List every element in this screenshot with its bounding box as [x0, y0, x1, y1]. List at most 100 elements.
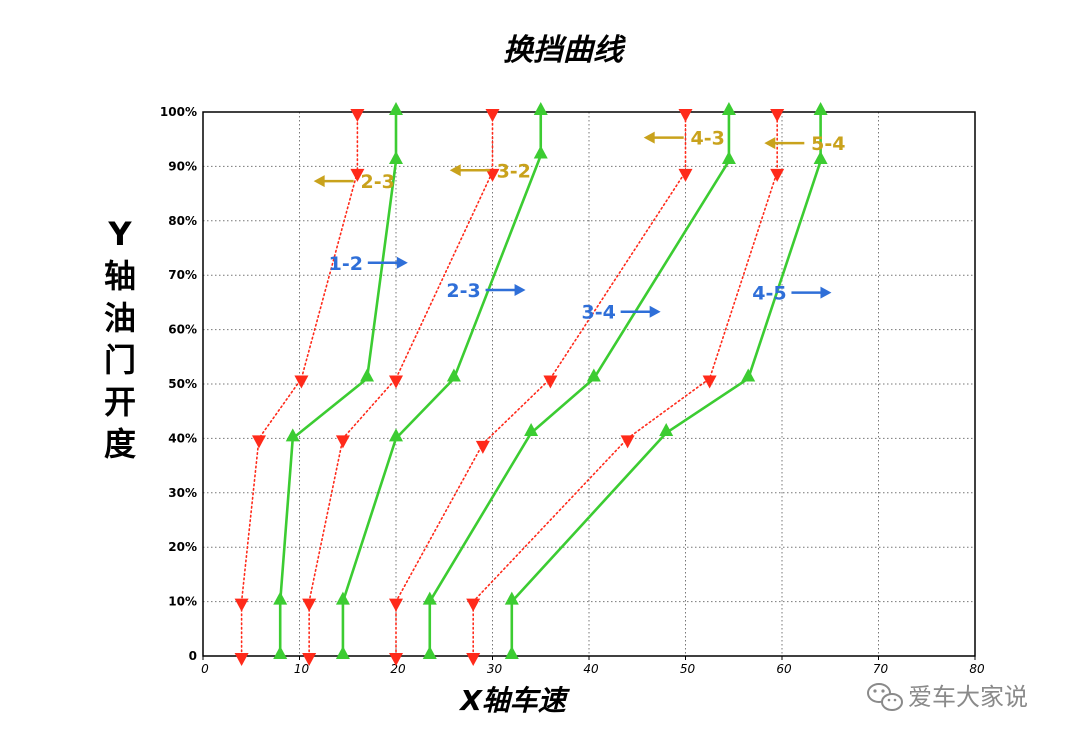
downshift-point-marker — [389, 598, 403, 612]
upshift-point-marker — [721, 150, 736, 164]
series-downshift-2-1 — [234, 109, 365, 666]
y-tick-label: 0 — [189, 649, 197, 663]
upshift-point-marker — [422, 646, 437, 659]
x-tick-label: 70 — [873, 662, 889, 676]
annotation-label: 3-2 — [497, 160, 531, 182]
x-axis-label: X轴车速 — [458, 684, 571, 717]
series-upshift-1-2 — [273, 102, 403, 659]
upshift-point-marker — [335, 591, 350, 605]
series-upshift-3-4 — [422, 102, 736, 659]
downshift-point-marker — [620, 435, 635, 449]
downshift-point-marker — [543, 375, 558, 389]
upshift-point-marker — [533, 102, 548, 115]
upshift-point-marker — [813, 102, 828, 115]
annotation-3-4-right: 3-4 — [581, 302, 661, 324]
series-line — [308, 111, 494, 657]
annotation-3-2-left: 3-2 — [449, 160, 531, 182]
watermark: 爱车大家说 — [867, 683, 1028, 711]
x-tick-label: 60 — [776, 662, 792, 676]
upshift-point-marker — [586, 368, 601, 382]
x-tick-label: 10 — [294, 662, 310, 676]
annotation-2-3-right: 2-3 — [446, 280, 526, 302]
x-tick-label: 0 — [201, 662, 209, 676]
annotations-group: 1-2 2-3 3-4 4-5 2-3 3-2 4-3 5-4 — [313, 128, 845, 324]
upshift-point-marker — [273, 591, 288, 605]
upshift-point-marker — [360, 368, 375, 382]
arrow-left-icon — [449, 164, 461, 177]
wechat-icon — [867, 683, 903, 711]
upshift-point-marker — [533, 145, 548, 159]
y-axis-label-char: 开 — [104, 383, 136, 421]
axis-ticks: 0 10 20 30 40 50 60 70 80 0 10% 20% 30% 40% 50% 60% 70% 8… — [160, 105, 985, 676]
series-downshift-5-4 — [466, 109, 785, 666]
upshift-point-marker — [389, 150, 403, 164]
downshift-point-marker — [389, 375, 403, 389]
annotation-label: 5-4 — [811, 133, 845, 155]
upshift-point-marker — [446, 368, 461, 382]
annotation-5-4-left: 5-4 — [764, 133, 845, 155]
upshift-point-marker — [504, 591, 519, 605]
upshift-point-marker — [389, 102, 403, 115]
downshift-point-marker — [678, 109, 693, 122]
arrow-right-icon — [820, 286, 832, 299]
downshift-point-marker — [294, 375, 309, 389]
series-group — [234, 102, 828, 666]
series-upshift-4-5 — [504, 102, 828, 659]
arrow-right-icon — [649, 305, 661, 318]
downshift-point-marker — [234, 598, 249, 612]
x-tick-label: 20 — [390, 662, 406, 676]
annotation-2-3-left: 2-3 — [313, 171, 395, 193]
y-tick-label: 80% — [168, 214, 197, 228]
downshift-point-marker — [350, 109, 365, 122]
downshift-point-marker — [466, 598, 481, 612]
arrow-left-icon — [643, 131, 655, 144]
y-axis-label-char: Y — [107, 215, 132, 253]
y-tick-label: 70% — [168, 268, 197, 282]
x-tick-label: 50 — [680, 662, 696, 676]
downshift-point-marker — [466, 653, 481, 666]
upshift-point-marker — [285, 428, 300, 442]
upshift-point-marker — [813, 150, 828, 164]
y-tick-label: 60% — [168, 323, 197, 337]
upshift-point-marker — [273, 646, 288, 659]
downshift-point-marker — [702, 375, 717, 389]
annotation-1-2-right: 1-2 — [329, 253, 408, 275]
upshift-point-marker — [335, 646, 350, 659]
upshift-point-marker — [741, 368, 756, 382]
arrow-right-icon — [514, 283, 526, 296]
y-tick-label: 20% — [168, 540, 197, 554]
downshift-point-marker — [389, 653, 403, 666]
downshift-point-marker — [302, 598, 317, 612]
downshift-point-marker — [302, 653, 317, 666]
x-tick-label: 30 — [487, 662, 503, 676]
downshift-point-marker — [350, 168, 365, 182]
downshift-point-marker — [678, 168, 693, 182]
arrow-right-icon — [396, 256, 408, 269]
y-axis-label-char: 度 — [104, 425, 136, 463]
downshift-point-marker — [485, 168, 500, 182]
y-axis-label-char: 油 — [104, 299, 136, 337]
downshift-point-marker — [770, 109, 785, 122]
upshift-point-marker — [422, 591, 437, 605]
x-tick-label: 40 — [583, 662, 599, 676]
series-downshift-3-2 — [302, 109, 500, 666]
watermark-text: 爱车大家说 — [908, 683, 1028, 711]
annotation-label: 2-3 — [446, 280, 480, 302]
y-tick-label: 10% — [168, 595, 197, 609]
arrow-left-icon — [764, 137, 776, 150]
chart-title: 换挡曲线 — [503, 33, 627, 68]
annotation-4-5-right: 4-5 — [752, 283, 832, 305]
annotation-label: 4-5 — [752, 283, 786, 305]
y-axis-label-char: 门 — [104, 341, 136, 379]
annotation-label: 3-4 — [581, 302, 615, 324]
series-line — [510, 110, 822, 658]
upshift-point-marker — [659, 422, 674, 436]
downshift-point-marker — [770, 168, 785, 182]
y-tick-label: 100% — [160, 105, 197, 119]
y-tick-label: 50% — [168, 377, 197, 391]
y-tick-label: 30% — [168, 486, 197, 500]
downshift-point-marker — [251, 435, 266, 449]
upshift-point-marker — [524, 422, 539, 436]
